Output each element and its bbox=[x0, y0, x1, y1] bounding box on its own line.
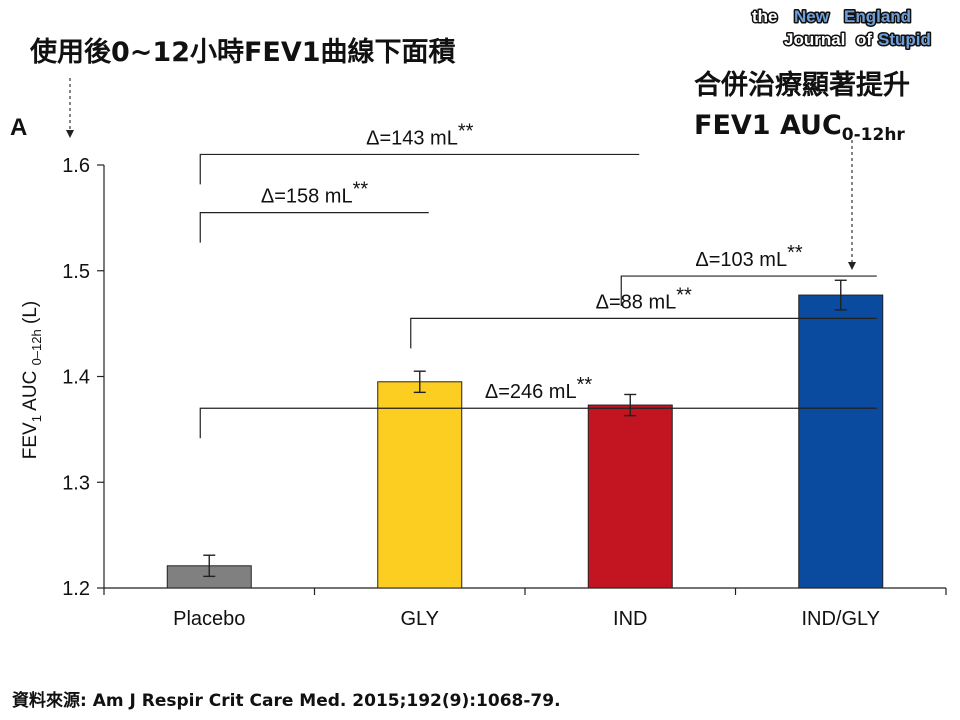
comparison-label: Δ=103 mL** bbox=[695, 242, 803, 271]
logo-word: Journal bbox=[784, 30, 845, 49]
comparison-label: Δ=143 mL** bbox=[366, 120, 474, 149]
comparison-bracket bbox=[199, 211, 429, 243]
arrow-right-head bbox=[848, 262, 856, 270]
y-tick-label: 1.5 bbox=[62, 261, 90, 283]
x-tick-label: IND bbox=[613, 608, 647, 630]
panel-letter: A bbox=[10, 114, 28, 141]
logo-word: New bbox=[794, 7, 830, 26]
x-tick-label: GLY bbox=[400, 608, 439, 630]
y-axis-label: FEV1 AUC 0–12h (L) bbox=[20, 301, 44, 459]
bar bbox=[587, 404, 673, 589]
annotation-arrows bbox=[66, 78, 856, 270]
logo-word: Stupid bbox=[878, 30, 931, 49]
logo-word: the bbox=[752, 7, 778, 26]
arrow-left-head bbox=[66, 130, 74, 138]
y-tick-label: 1.4 bbox=[62, 367, 90, 389]
nejs-logo: the New England Journal of Stupid bbox=[751, 6, 933, 51]
bars bbox=[166, 279, 884, 589]
x-tick-label: IND/GLY bbox=[801, 608, 880, 630]
logo-word: England bbox=[844, 7, 911, 26]
y-tick-label: 1.3 bbox=[62, 472, 90, 494]
comparison-bracket bbox=[199, 407, 877, 439]
y-tick-label: 1.2 bbox=[62, 578, 90, 600]
bar bbox=[798, 294, 884, 589]
comparison-bracket bbox=[410, 317, 877, 349]
annotation-right-line1: 合併治療顯著提升 bbox=[694, 70, 910, 101]
y-tick-label: 1.6 bbox=[62, 155, 90, 177]
annotation-right: 合併治療顯著提升 FEV1 AUC0-12hr bbox=[694, 66, 910, 155]
annotation-right-line2: FEV1 AUC0-12hr bbox=[694, 110, 905, 145]
comparison-label: Δ=88 mL** bbox=[596, 284, 692, 313]
y-ticks: 1.2 1.3 1.4 1.5 1.6 bbox=[62, 155, 104, 600]
comparison-brackets: Δ=158 mL** Δ=143 mL** Δ=103 mL**Δ=88 mL** Δ… bbox=[199, 120, 877, 439]
comparison-bracket bbox=[620, 275, 877, 307]
x-ticks: Placebo GLY IND IND/GLY bbox=[103, 588, 947, 630]
x-tick-label: Placebo bbox=[173, 608, 245, 630]
comparison-label: Δ=158 mL** bbox=[261, 179, 369, 208]
bar bbox=[377, 381, 463, 589]
comparison-bracket bbox=[199, 153, 640, 185]
source-citation: 資料來源: Am J Respir Crit Care Med. 2015;19… bbox=[12, 691, 561, 711]
annotation-left: 使用後0~12小時FEV1曲線下面積 bbox=[30, 37, 456, 68]
logo-word: of bbox=[856, 30, 872, 49]
comparison-label: Δ=246 mL** bbox=[485, 374, 593, 403]
